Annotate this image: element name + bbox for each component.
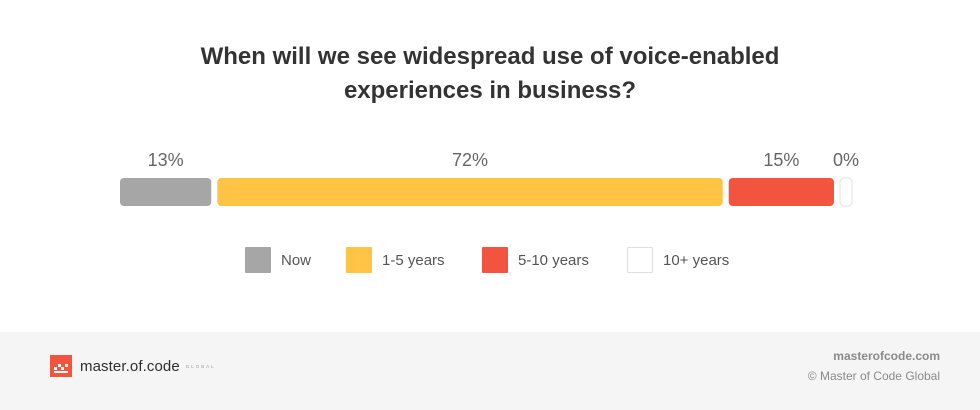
logo-text: master.of.code xyxy=(80,357,180,375)
footer: master.of.code GLOBAL masterofcode.com ©… xyxy=(0,332,980,410)
chart-area: When will we see widespread use of voice… xyxy=(0,43,980,274)
bar-segment-1-5-years xyxy=(217,178,723,206)
logo-subtext: GLOBAL xyxy=(185,363,216,369)
legend-label-5-10-years: 5-10 years xyxy=(518,251,589,269)
legend-swatch-10-plus-years xyxy=(627,247,653,273)
website-link[interactable]: masterofcode.com xyxy=(833,349,940,363)
stacked-bar-chart: 13% 72% 15% 0% xyxy=(120,150,859,207)
legend-swatch-1-5-years xyxy=(346,247,372,273)
legend-label-1-5-years: 1-5 years xyxy=(382,251,445,269)
bar-segment-5-10-years xyxy=(728,178,834,206)
legend-label-10-plus-years: 10+ years xyxy=(663,251,730,269)
value-label-5-10-years: 15% xyxy=(763,150,799,170)
logo[interactable]: master.of.code GLOBAL xyxy=(50,355,216,377)
value-label-now: 13% xyxy=(148,150,184,170)
copyright-text: © Master of Code Global xyxy=(807,369,940,383)
legend-item-1-5-years: 1-5 years xyxy=(346,246,445,274)
chart-title: When will we see widespread use of voice… xyxy=(200,43,780,104)
value-label-1-5-years: 72% xyxy=(452,150,488,170)
value-label-10-plus-years: 0% xyxy=(833,150,859,170)
master-of-code-logo-icon xyxy=(50,355,72,377)
legend: Now 1-5 years 5-10 years 10+ years xyxy=(0,246,980,274)
legend-item-10-plus-years: 10+ years xyxy=(627,246,729,274)
legend-label-now: Now xyxy=(281,251,312,269)
bar-segment-now xyxy=(120,178,212,206)
legend-swatch-5-10-years xyxy=(482,247,508,273)
bar-segment-10-plus-years xyxy=(839,177,853,207)
legend-swatch-now xyxy=(245,247,271,273)
legend-item-5-10-years: 5-10 years xyxy=(482,246,589,274)
legend-item-now: Now xyxy=(245,246,311,274)
